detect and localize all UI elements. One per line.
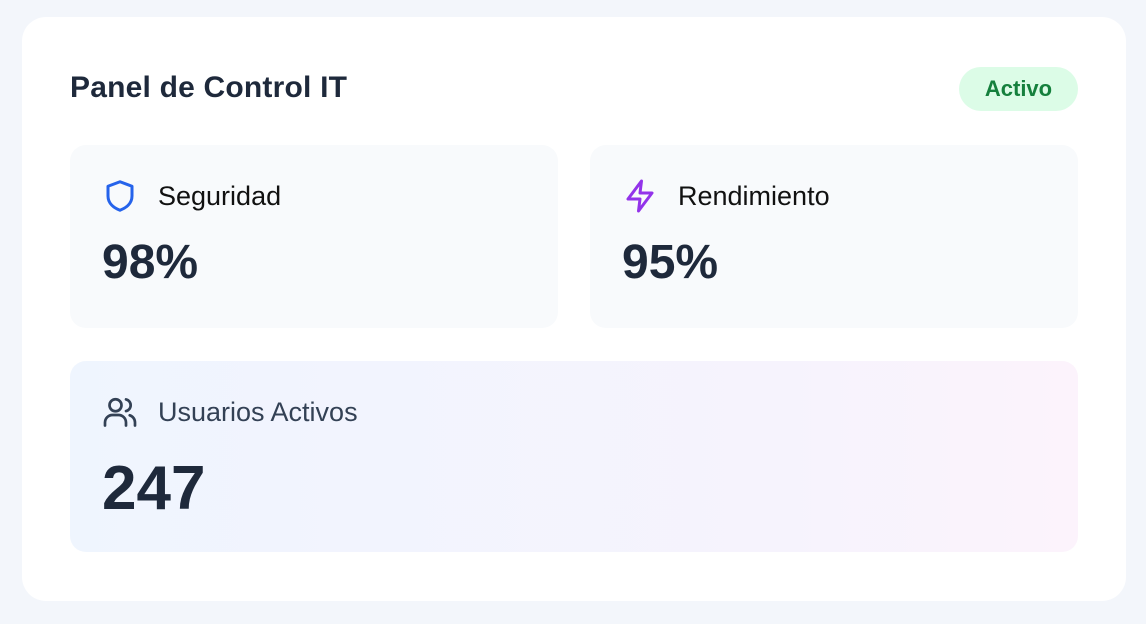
page-title: Panel de Control IT: [70, 71, 348, 104]
security-value: 98%: [102, 236, 199, 289]
security-label: Seguridad: [158, 181, 282, 211]
performance-label: Rendimiento: [678, 181, 830, 211]
status-badge: Activo: [959, 67, 1078, 111]
dashboard-card: Panel de Control IT Activo Seguridad 98%…: [22, 17, 1126, 601]
active-users-tile: Usuarios Activos 247: [70, 361, 1078, 552]
active-users-value: 247: [102, 454, 206, 523]
active-users-label: Usuarios Activos: [158, 397, 358, 427]
users-icon: [103, 397, 137, 427]
shield-icon: [106, 180, 134, 212]
zap-icon: [626, 179, 654, 213]
performance-value: 95%: [622, 236, 719, 289]
performance-tile: Rendimiento 95%: [590, 145, 1078, 328]
security-tile: Seguridad 98%: [70, 145, 558, 328]
